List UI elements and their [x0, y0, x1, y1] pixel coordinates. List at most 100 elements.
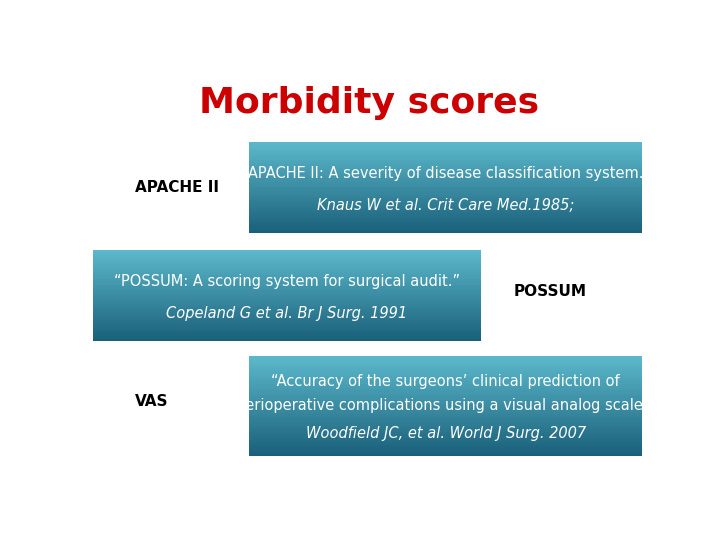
Bar [249, 210, 642, 211]
Bar [93, 292, 481, 294]
Bar [249, 442, 642, 444]
Bar [93, 332, 481, 334]
Text: POSSUM: POSSUM [514, 284, 587, 299]
Bar [249, 368, 642, 370]
Text: perioperative complications using a visual analog scale.”: perioperative complications using a visu… [236, 399, 655, 413]
Bar [93, 340, 481, 341]
Bar [93, 318, 481, 319]
Bar [93, 307, 481, 308]
Bar [93, 262, 481, 265]
Bar [249, 215, 642, 217]
Bar [93, 327, 481, 328]
Bar [93, 319, 481, 321]
Bar [249, 431, 642, 434]
Bar [249, 356, 642, 358]
Bar [249, 374, 642, 376]
Bar [249, 198, 642, 200]
Bar [93, 334, 481, 336]
Bar [249, 434, 642, 436]
Bar [249, 424, 642, 426]
Bar [249, 177, 642, 178]
Bar [249, 164, 642, 165]
Bar [249, 420, 642, 422]
Bar [249, 406, 642, 408]
Bar [93, 303, 481, 305]
Bar [93, 308, 481, 310]
Text: “POSSUM: A scoring system for surgical audit.”: “POSSUM: A scoring system for surgical a… [114, 274, 460, 289]
Bar [93, 338, 481, 340]
Bar [249, 228, 642, 230]
Bar [249, 436, 642, 438]
Bar [93, 290, 481, 292]
Bar [93, 323, 481, 325]
Bar [249, 362, 642, 364]
Bar [93, 288, 481, 290]
Bar [93, 321, 481, 323]
Bar [93, 250, 481, 252]
Bar [93, 294, 481, 295]
Bar [93, 336, 481, 338]
Bar [249, 364, 642, 366]
Bar [93, 268, 481, 270]
Bar [249, 392, 642, 394]
Bar [249, 410, 642, 411]
Bar [93, 252, 481, 253]
Bar [249, 366, 642, 368]
Bar [249, 165, 642, 167]
Bar [249, 190, 642, 191]
Bar [249, 151, 642, 153]
Bar [249, 382, 642, 384]
Bar [249, 224, 642, 226]
Bar [93, 301, 481, 303]
Text: VAS: VAS [135, 394, 168, 409]
Bar [249, 157, 642, 158]
Bar [249, 144, 642, 145]
Bar [249, 145, 642, 147]
Bar [93, 325, 481, 327]
Bar [249, 388, 642, 390]
Bar [93, 259, 481, 261]
Bar [249, 411, 642, 414]
Bar [249, 386, 642, 388]
Bar [249, 430, 642, 431]
Bar [249, 178, 642, 180]
Bar [249, 448, 642, 450]
Bar [249, 182, 642, 184]
Bar [249, 213, 642, 215]
Bar [249, 440, 642, 442]
Bar [93, 255, 481, 257]
Bar [249, 154, 642, 157]
Bar [249, 414, 642, 416]
Bar [249, 370, 642, 372]
Bar [93, 298, 481, 299]
Bar [93, 257, 481, 259]
Bar [93, 299, 481, 301]
Bar [93, 316, 481, 318]
Bar [249, 206, 642, 207]
Text: APACHE II: APACHE II [135, 180, 219, 195]
Bar [249, 171, 642, 173]
Bar [249, 402, 642, 404]
Bar [249, 418, 642, 420]
Bar [249, 153, 642, 154]
Bar [93, 330, 481, 332]
Bar [249, 400, 642, 402]
Bar [93, 310, 481, 312]
Bar [249, 193, 642, 195]
Bar [249, 204, 642, 206]
Bar [249, 444, 642, 446]
Bar [249, 360, 642, 362]
Bar [249, 358, 642, 360]
Bar [249, 226, 642, 228]
Bar [249, 372, 642, 374]
Bar [249, 195, 642, 197]
Text: Woodfield JC, et al. World J Surg. 2007: Woodfield JC, et al. World J Surg. 2007 [306, 426, 586, 441]
Bar [249, 422, 642, 424]
Bar [249, 438, 642, 440]
Bar [93, 272, 481, 274]
Bar [93, 253, 481, 255]
Text: Morbidity scores: Morbidity scores [199, 85, 539, 119]
Bar [249, 184, 642, 186]
Bar [249, 173, 642, 174]
Bar [93, 312, 481, 314]
